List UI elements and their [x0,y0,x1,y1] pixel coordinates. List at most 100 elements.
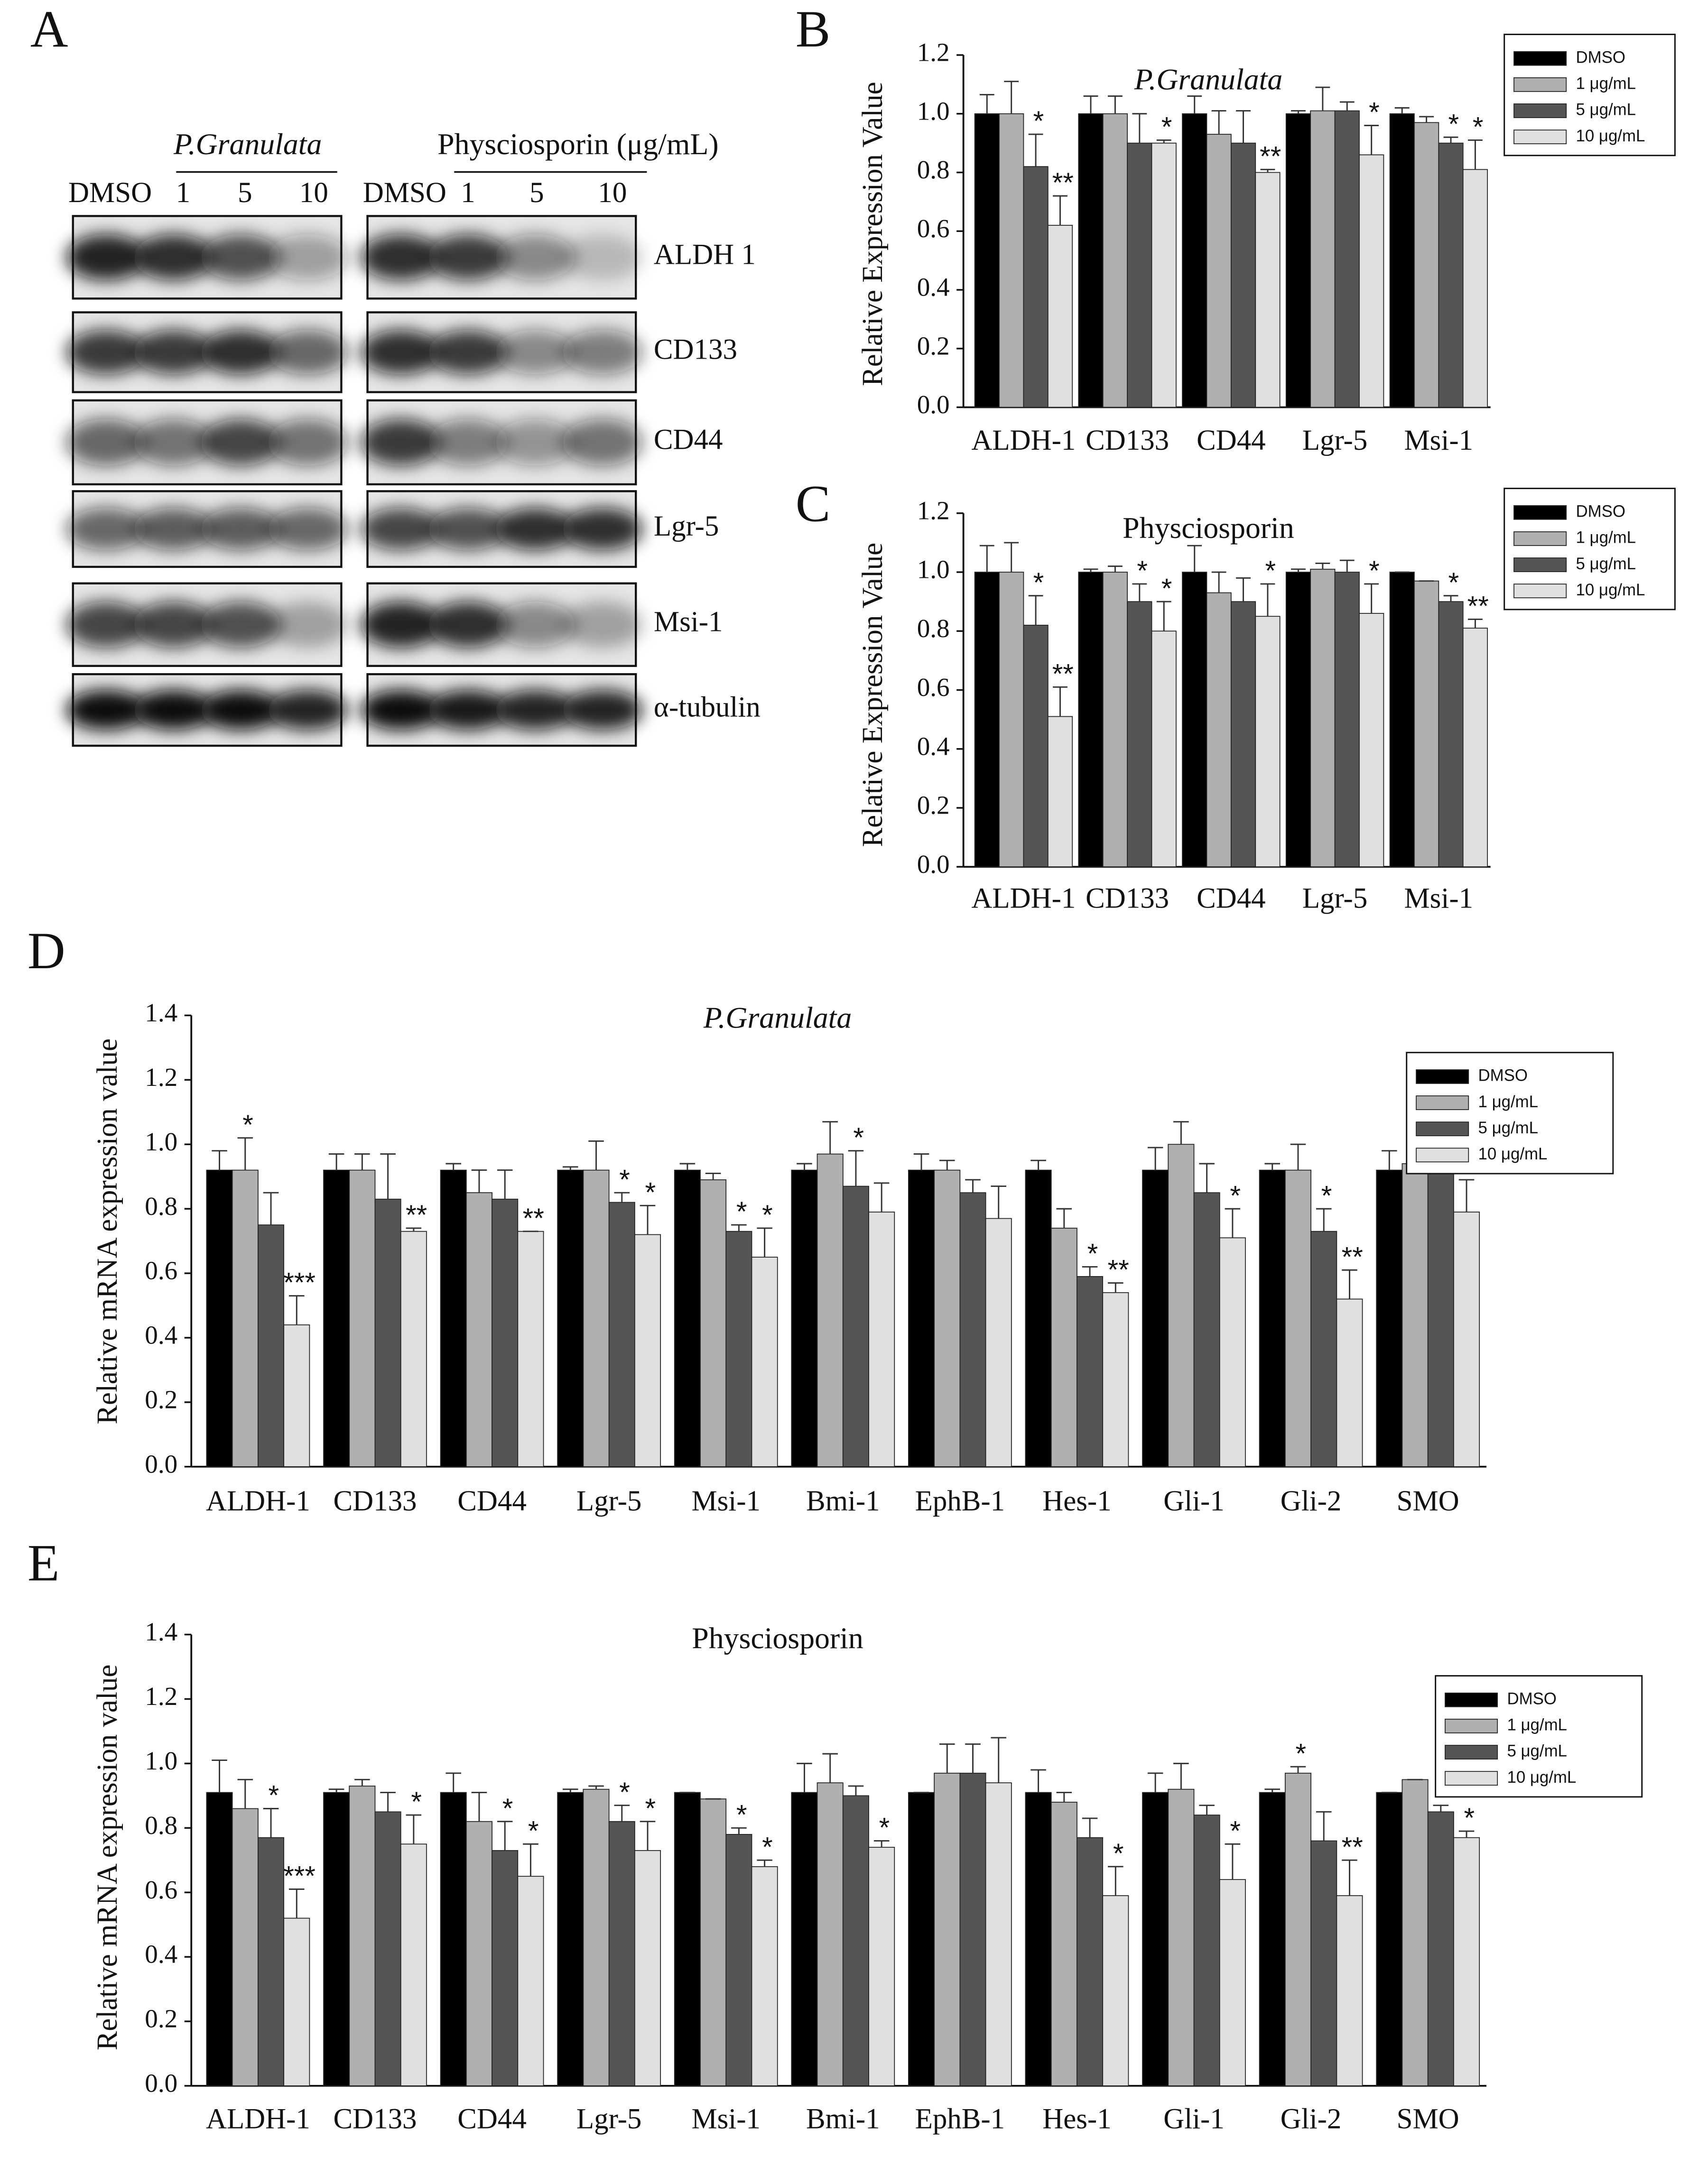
error-bar [1156,601,1171,631]
y-axis-label: Relative mRNA expression value [92,1038,123,1425]
bar [1310,110,1336,408]
significance-mark: * [619,1164,630,1195]
bar [323,1792,350,2086]
y-tick-label: 0.0 [145,1449,177,1478]
bar [1438,601,1464,868]
blot-band [267,418,348,466]
significance-mark: * [736,1799,747,1830]
x-tick-label: SMO [1397,2103,1459,2135]
bar [349,1786,376,2086]
bar [1077,1276,1104,1467]
error-bar [731,1827,747,1834]
bar [1255,172,1281,408]
x-tick-label: Gli-2 [1281,1485,1342,1517]
bar [1182,572,1207,868]
x-tick-label: Lgr-5 [576,2103,641,2135]
legend-label: DMSO [1478,1066,1528,1085]
blot-band [267,330,348,375]
significance-mark: ** [1342,1241,1363,1272]
error-bar [679,1163,696,1170]
error-bar [1004,542,1019,573]
x-tick-label: Bmi-1 [806,1485,880,1517]
bar [1206,134,1232,408]
bar [1230,142,1256,408]
lane-label: 5 [529,177,544,209]
bar [1047,716,1073,868]
significance-mark: * [1448,109,1459,139]
legend-swatch [1445,1771,1498,1786]
error-bar [1173,1762,1189,1789]
y-tick-label: 0.2 [917,331,950,360]
lane-label: DMSO [363,177,446,209]
bar [974,113,1000,408]
error-bar [640,1204,656,1235]
error-bar [1291,110,1306,114]
bar [258,1224,285,1467]
error-bar [237,1137,253,1170]
legend-label: 10 μg/mL [1478,1145,1548,1163]
error-bar [1056,1792,1072,1802]
bar [1025,1169,1052,1467]
legend-label: 10 μg/mL [1507,1768,1576,1787]
x-tick-label: Msi-1 [1404,425,1474,456]
legend-swatch [1416,1095,1469,1110]
bar [583,1169,610,1467]
bar [985,1782,1012,2086]
error-bar [1342,1269,1357,1299]
bar [1462,628,1488,868]
bar [1102,1895,1129,2086]
bar [1334,572,1360,868]
y-tick-label: 0.8 [917,155,950,184]
bar [1142,1792,1169,2086]
blot-group-title: P.Granulata [173,127,322,161]
bar [1359,154,1384,408]
significance-mark: * [879,1813,890,1843]
error-bar [1030,1159,1046,1170]
y-tick-label: 1.2 [917,496,950,525]
error-bar [1342,1859,1357,1896]
band-label: Msi-1 [654,606,723,638]
bar [725,1834,752,2086]
x-tick-label: ALDH-1 [971,883,1076,915]
bar [934,1772,961,2086]
blot-band [427,602,509,648]
y-tick-label: 0.4 [145,1321,177,1350]
y-tick-label: 0.4 [917,273,950,302]
error-bar [328,1153,344,1170]
error-bar [965,1179,981,1193]
bar [1142,1169,1169,1467]
error-bar [1107,95,1123,114]
bar [1414,122,1439,408]
blot-band [200,234,281,281]
y-tick-label: 0.0 [145,2069,177,2098]
bar [1050,1228,1077,1467]
error-bar [1199,1163,1215,1193]
bar [1077,1837,1104,2086]
bar [1359,613,1384,868]
significance-mark: ** [1467,591,1489,622]
legend-swatch [1513,77,1567,92]
panel-label: E [28,1534,59,1592]
error-bar [1053,195,1068,225]
x-tick-label: Gli-1 [1163,1485,1225,1517]
y-tick-label: 0.6 [145,1256,177,1285]
error-bar [1030,1769,1046,1793]
bar [908,1169,935,1467]
error-bar [939,1159,955,1170]
blot-band [495,234,576,281]
y-tick-label: 1.4 [145,1617,177,1646]
error-bar [406,1227,422,1232]
significance-mark: * [762,1832,773,1862]
legend-label: 5 μg/mL [1507,1742,1567,1760]
blot-band [66,234,147,281]
x-tick-label: CD133 [1086,883,1169,915]
bar [974,572,1000,868]
error-bar [1264,1163,1280,1170]
legend-swatch [1513,531,1567,546]
legend-label: DMSO [1576,502,1625,521]
significance-mark: * [411,1787,422,1817]
y-tick-label: 0.4 [917,732,950,760]
bar [1047,225,1073,408]
error-bar [1053,686,1068,717]
x-tick-label: Bmi-1 [806,2103,880,2135]
